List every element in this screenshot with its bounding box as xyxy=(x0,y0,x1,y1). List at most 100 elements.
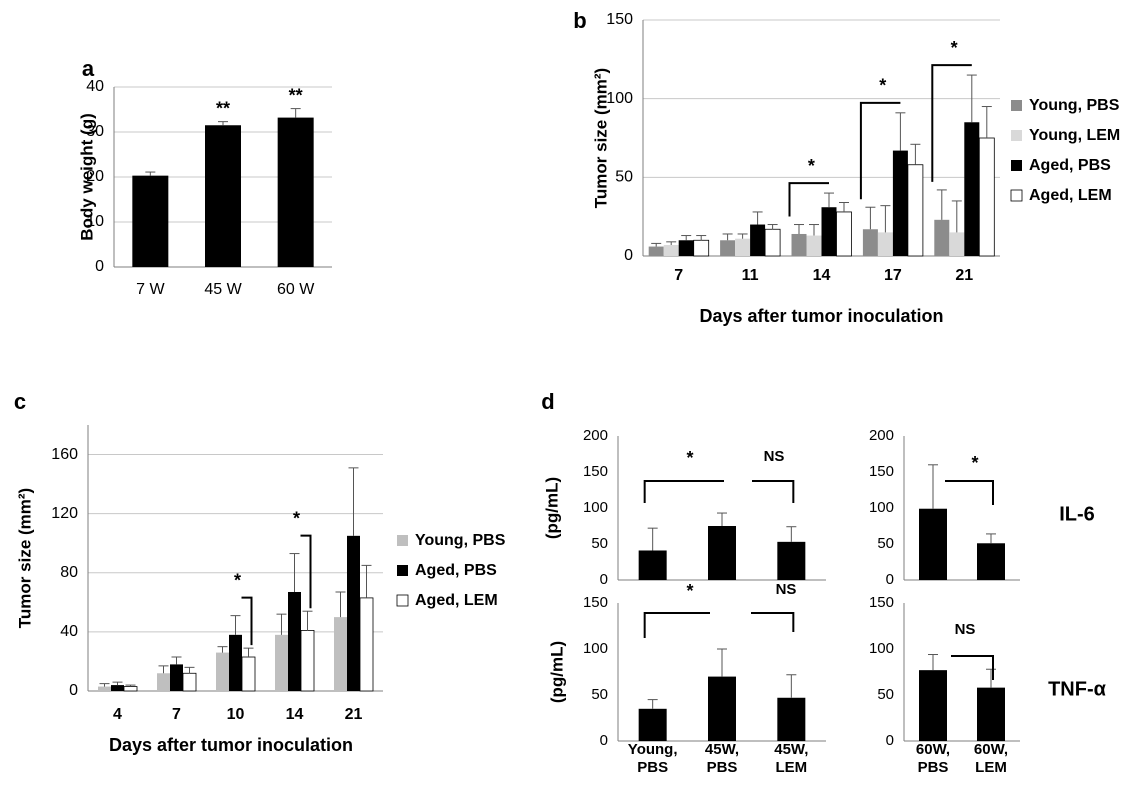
significance-mark: * xyxy=(879,76,886,96)
legend-swatch xyxy=(396,594,409,607)
significance-mark: NS xyxy=(955,621,976,638)
x-tick-label: 21 xyxy=(955,267,973,284)
legend-swatch xyxy=(1011,160,1022,171)
x-tick-label: 60W, xyxy=(974,741,1008,758)
significance-bracket xyxy=(859,101,901,200)
significance-bracket xyxy=(931,64,972,182)
y-axis-label: Tumor size (mm²) xyxy=(15,488,34,628)
y-tick-label: 0 xyxy=(600,571,608,588)
bar xyxy=(750,224,766,256)
bar xyxy=(300,630,315,692)
x-tick-label: 10 xyxy=(227,706,245,723)
legend-swatch xyxy=(397,535,408,546)
bar xyxy=(347,535,360,691)
x-tick-label: LEM xyxy=(775,759,807,776)
panel-label-a: a xyxy=(82,56,95,81)
significance-mark: NS xyxy=(764,448,785,465)
y-tick-label: 50 xyxy=(615,169,633,186)
y-tick-label: 100 xyxy=(606,90,633,107)
x-tick-label: 11 xyxy=(742,267,759,284)
y-tick-label: 0 xyxy=(95,258,104,275)
significance-mark: ** xyxy=(216,98,230,118)
significance-mark: * xyxy=(686,581,693,601)
y-tick-label: 0 xyxy=(886,571,894,588)
y-tick-label: 80 xyxy=(60,564,78,581)
x-axis-label: Days after tumor inoculation xyxy=(109,735,353,755)
significance-mark: * xyxy=(951,38,958,58)
x-tick-label: PBS xyxy=(637,759,668,776)
bar xyxy=(735,238,751,256)
y-tick-label: 20 xyxy=(86,168,104,185)
bar xyxy=(277,117,314,267)
bar xyxy=(182,672,197,692)
bar xyxy=(977,543,1005,580)
y-tick-label: 100 xyxy=(583,499,608,516)
significance-bracket xyxy=(643,480,724,503)
y-tick-label: 160 xyxy=(51,446,78,463)
y-tick-label: 30 xyxy=(86,123,104,140)
y-tick-label: 50 xyxy=(877,535,894,552)
x-axis-label: Days after tumor inoculation xyxy=(699,306,943,326)
x-tick-label: LEM xyxy=(975,759,1007,776)
x-tick-label: 45W, xyxy=(774,741,808,758)
bar xyxy=(157,673,170,691)
bar xyxy=(170,664,183,691)
y-tick-label: 40 xyxy=(60,623,78,640)
x-tick-label: 4 xyxy=(113,706,122,723)
x-tick-label: 7 xyxy=(674,267,683,284)
legend-swatch xyxy=(1011,100,1022,111)
bar xyxy=(964,122,980,257)
significance-bracket xyxy=(951,655,994,680)
y-axis-label: Tumor size (mm²) xyxy=(591,68,610,208)
bar xyxy=(708,676,736,741)
bar xyxy=(288,591,301,691)
bar xyxy=(806,235,822,256)
y-tick-label: 100 xyxy=(869,640,894,657)
significance-bracket xyxy=(752,480,795,503)
significance-mark: ** xyxy=(289,85,303,105)
bar xyxy=(638,550,667,580)
y-tick-label: 200 xyxy=(869,427,894,444)
x-tick-label: PBS xyxy=(707,759,738,776)
legend-swatch xyxy=(1010,189,1023,202)
y-tick-label: 0 xyxy=(886,732,894,749)
bar xyxy=(98,686,111,691)
x-tick-label: 14 xyxy=(286,706,304,723)
bar xyxy=(241,656,256,692)
significance-bracket xyxy=(643,612,710,638)
x-tick-label: 7 xyxy=(172,706,181,723)
bar xyxy=(663,244,679,256)
significance-bracket xyxy=(945,480,994,505)
panel-label-c: c xyxy=(14,389,26,414)
bar xyxy=(359,597,374,692)
bar xyxy=(229,634,242,691)
legend-swatch xyxy=(397,565,408,576)
cytokine-label: IL-6 xyxy=(1059,503,1095,525)
legend-swatch xyxy=(1011,130,1022,141)
bar xyxy=(777,541,806,580)
y-tick-label: 150 xyxy=(606,11,633,28)
y-tick-label: 150 xyxy=(869,594,894,611)
y-tick-label: 50 xyxy=(877,686,894,703)
bar xyxy=(216,652,229,691)
significance-mark: * xyxy=(971,453,978,473)
significance-bracket xyxy=(751,612,795,632)
significance-mark: * xyxy=(808,156,815,176)
y-tick-label: 100 xyxy=(583,640,608,657)
bar xyxy=(978,137,995,257)
y-tick-label: 10 xyxy=(86,213,104,230)
legend-label: Young, PBS xyxy=(415,532,506,549)
x-tick-label: 7 W xyxy=(136,281,165,298)
bar xyxy=(638,708,667,741)
y-tick-label: 150 xyxy=(869,463,894,480)
bar xyxy=(919,508,947,580)
legend-label: Aged, LEM xyxy=(1029,187,1112,204)
y-tick-label: 150 xyxy=(583,594,608,611)
legend-label: Aged, PBS xyxy=(1029,157,1111,174)
bar xyxy=(977,687,1005,741)
x-tick-label: 14 xyxy=(813,267,831,284)
y-tick-label: 200 xyxy=(583,427,608,444)
bar xyxy=(693,239,710,257)
significance-bracket xyxy=(241,596,253,646)
